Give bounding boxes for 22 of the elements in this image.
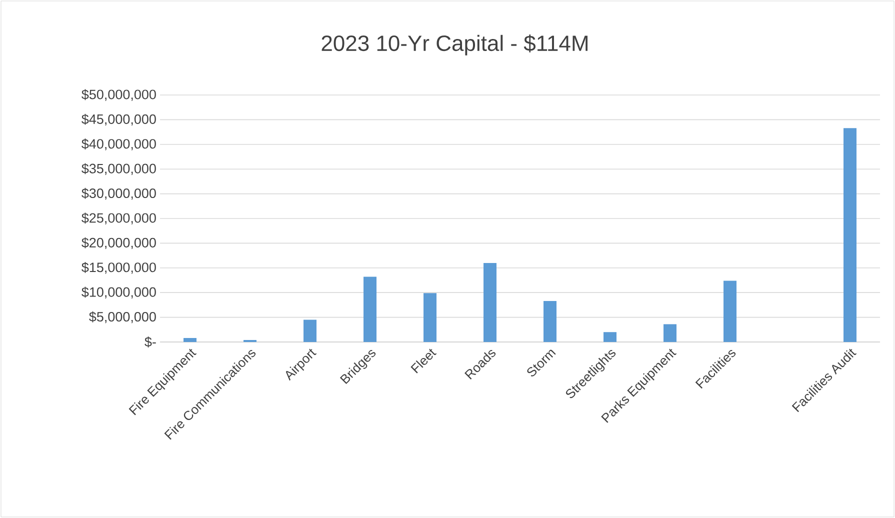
bar	[604, 332, 616, 342]
bar	[304, 320, 317, 342]
y-tick-label: $35,000,000	[82, 163, 156, 175]
y-tick-label: $25,000,000	[82, 212, 156, 224]
y-tick-label: $15,000,000	[82, 262, 156, 274]
y-tick-label: $50,000,000	[82, 89, 156, 101]
bar	[844, 128, 856, 342]
chart-title: 2023 10-Yr Capital - $114M	[322, 34, 588, 56]
y-tick-label: $45,000,000	[82, 114, 156, 126]
y-tick-label: $20,000,000	[82, 237, 156, 250]
bar	[184, 338, 197, 342]
y-tick-label: $10,000,000	[82, 286, 156, 298]
y-tick-label: $5,000,000	[89, 311, 156, 324]
bar	[424, 293, 437, 342]
y-tick-label: $-	[144, 336, 156, 348]
bar	[544, 300, 556, 342]
bar	[484, 262, 496, 342]
bar	[364, 276, 377, 342]
y-tick-label: $40,000,000	[82, 138, 156, 150]
bar	[724, 280, 736, 342]
y-tick-label: $30,000,000	[82, 188, 156, 200]
bar	[664, 324, 676, 342]
